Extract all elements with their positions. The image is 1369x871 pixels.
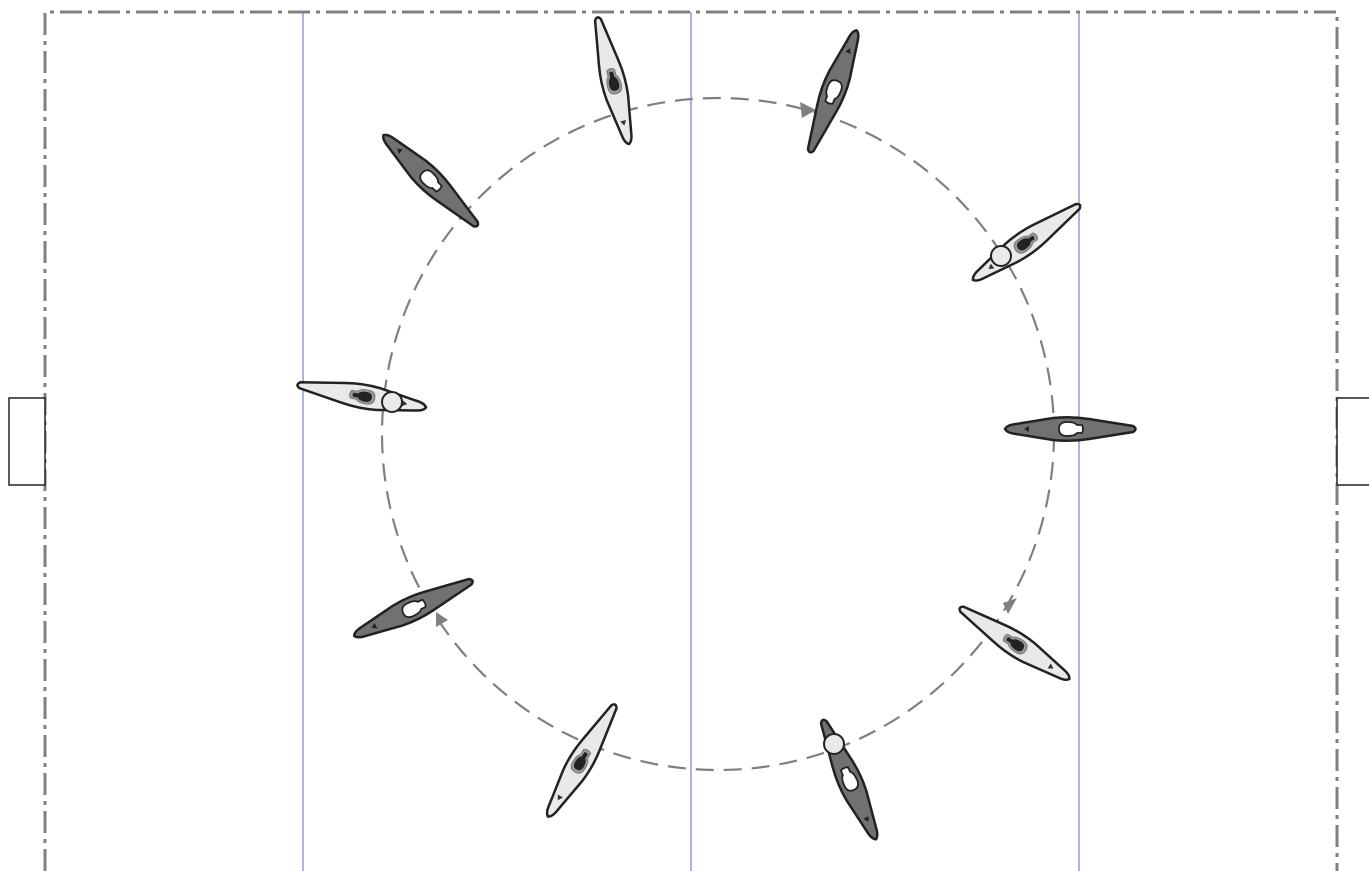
kayak: [347, 568, 479, 648]
kayak: [952, 596, 1078, 691]
kayak: [584, 13, 642, 149]
kayak: [810, 714, 888, 846]
direction-arrow: [1003, 598, 1017, 614]
kayak: [797, 24, 869, 158]
kayak: [374, 125, 487, 236]
kayak: [294, 371, 430, 421]
kayak: [536, 697, 627, 824]
kayak: [1003, 415, 1137, 443]
kayak: [964, 194, 1088, 291]
goal: [8, 397, 46, 486]
ball: [990, 245, 1012, 267]
ball: [381, 391, 403, 413]
ball: [823, 733, 845, 755]
goal: [1336, 397, 1369, 486]
direction-arrow: [436, 612, 448, 627]
rotation-circle: [380, 96, 1056, 772]
direction-arrow: [800, 102, 816, 118]
